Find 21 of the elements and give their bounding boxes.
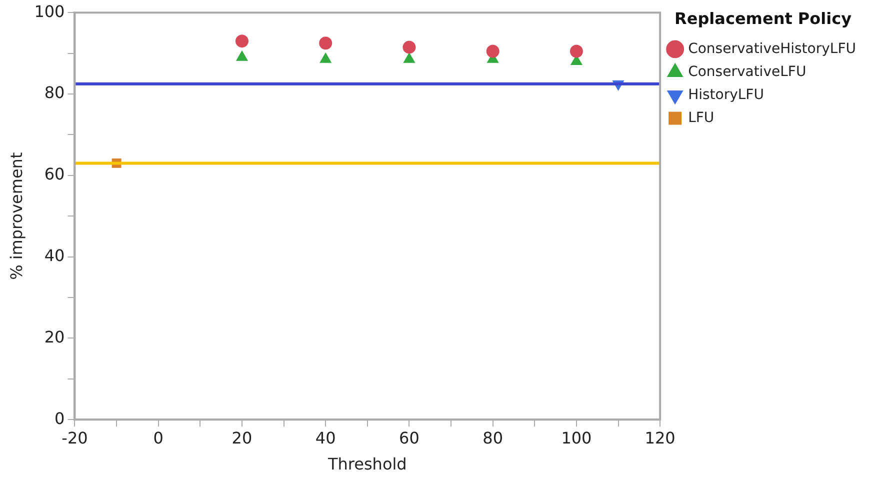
legend-label: HistoryLFU [688,86,764,103]
y-tick-label: 100 [34,2,65,21]
x-tick-label: 20 [232,428,252,448]
legend-title: Replacement Policy [674,9,852,28]
legend-label: LFU [688,110,714,126]
x-tick-label: 60 [399,428,420,448]
y-tick-label: 40 [44,246,65,265]
x-tick-label: 80 [482,428,504,448]
legend-label: ConservativeLFU [688,64,806,80]
x-tick-label: -20 [62,428,88,448]
y-tick-label: 80 [44,83,65,102]
legend-label: ConservativeHistoryLFU [688,40,856,57]
x-tick-label: 0 [153,428,164,448]
x-tick-label: 40 [315,428,336,448]
y-axis-title: % improvement [6,152,26,280]
x-axis-title: Threshold [326,454,407,474]
y-tick-label: 60 [44,164,65,184]
x-tick-label: 100 [561,428,592,448]
y-tick-label: 0 [54,408,65,428]
x-tick-label: 120 [644,428,676,448]
y-tick-label: 20 [44,327,65,346]
